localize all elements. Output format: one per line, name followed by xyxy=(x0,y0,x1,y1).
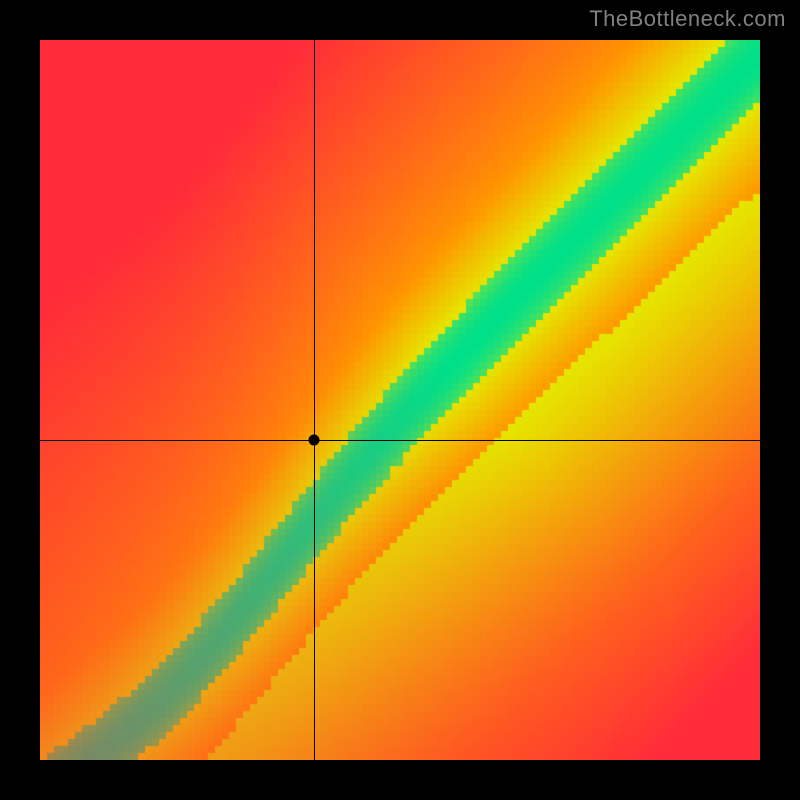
plot-area xyxy=(40,40,760,760)
crosshair-vertical xyxy=(314,40,315,760)
attribution-text: TheBottleneck.com xyxy=(589,6,786,32)
crosshair-dot xyxy=(309,435,320,446)
outer-frame: TheBottleneck.com xyxy=(0,0,800,800)
crosshair-horizontal xyxy=(40,440,760,441)
heatmap-canvas xyxy=(40,40,760,760)
